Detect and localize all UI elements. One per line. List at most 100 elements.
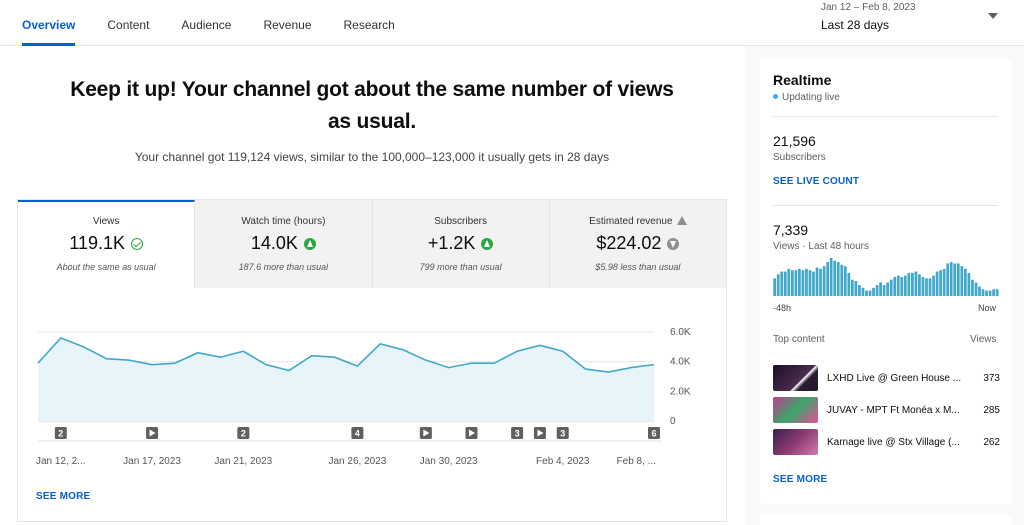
metric-tab-subscribers[interactable]: Subscribers +1.2K 799 more than usual bbox=[372, 200, 550, 288]
realtime-bar[interactable] bbox=[875, 285, 879, 296]
realtime-bar[interactable] bbox=[914, 271, 918, 296]
realtime-bar[interactable] bbox=[932, 275, 935, 296]
realtime-bar[interactable] bbox=[911, 272, 914, 296]
realtime-subscribers-count: 21,596 bbox=[773, 133, 816, 149]
realtime-bar[interactable] bbox=[829, 258, 833, 296]
video-count-marker[interactable] bbox=[54, 427, 67, 439]
realtime-bar[interactable] bbox=[794, 270, 798, 296]
realtime-bar[interactable] bbox=[819, 268, 822, 296]
warning-icon[interactable] bbox=[676, 216, 687, 225]
realtime-bar[interactable] bbox=[812, 271, 815, 296]
realtime-bar[interactable] bbox=[978, 286, 981, 297]
metric-tab-revenue[interactable]: Estimated revenue $224.02 $5.98 less tha… bbox=[549, 200, 726, 288]
realtime-bar[interactable] bbox=[921, 277, 925, 296]
realtime-views-bar-chart[interactable] bbox=[773, 256, 999, 296]
realtime-bar[interactable] bbox=[949, 262, 953, 296]
realtime-bar[interactable] bbox=[787, 268, 791, 296]
realtime-bar[interactable] bbox=[946, 263, 950, 296]
realtime-bar[interactable] bbox=[805, 268, 808, 296]
realtime-bar[interactable] bbox=[942, 268, 946, 296]
realtime-bar[interactable] bbox=[840, 264, 844, 296]
tab-research[interactable]: Research bbox=[343, 18, 395, 32]
see-more-link[interactable]: SEE MORE bbox=[773, 474, 828, 485]
realtime-bar[interactable] bbox=[981, 289, 985, 296]
realtime-bar[interactable] bbox=[843, 266, 847, 296]
realtime-bar[interactable] bbox=[833, 260, 837, 296]
realtime-bar[interactable] bbox=[896, 275, 900, 296]
see-more-link[interactable]: SEE MORE bbox=[36, 491, 91, 502]
realtime-bar[interactable] bbox=[854, 281, 858, 296]
realtime-bar[interactable] bbox=[956, 263, 960, 296]
realtime-bar[interactable] bbox=[808, 270, 812, 296]
realtime-bar[interactable] bbox=[918, 274, 921, 296]
realtime-bar[interactable] bbox=[992, 289, 995, 296]
realtime-bar[interactable] bbox=[889, 279, 893, 296]
realtime-bar[interactable] bbox=[861, 287, 865, 296]
caret-down-icon[interactable] bbox=[988, 13, 998, 19]
tab-overview[interactable]: Overview bbox=[22, 0, 76, 46]
video-count-marker[interactable] bbox=[351, 427, 364, 439]
realtime-bar[interactable] bbox=[900, 277, 904, 296]
realtime-bar[interactable] bbox=[939, 270, 942, 296]
realtime-bar[interactable] bbox=[858, 285, 861, 296]
date-range-selector[interactable]: Jan 12 – Feb 8, 2023 Last 28 days bbox=[821, 0, 916, 32]
tab-revenue[interactable]: Revenue bbox=[263, 18, 312, 32]
next-card bbox=[760, 514, 1012, 525]
realtime-bar[interactable] bbox=[826, 262, 829, 296]
realtime-bar[interactable] bbox=[963, 268, 967, 296]
see-live-count-link[interactable]: SEE LIVE COUNT bbox=[773, 176, 860, 187]
video-count-marker[interactable] bbox=[237, 427, 250, 439]
top-content-item[interactable]: Karnage live @ Stx Village (... 262 bbox=[773, 426, 1000, 458]
video-count-marker[interactable] bbox=[556, 427, 569, 439]
views-series-line[interactable] bbox=[37, 336, 655, 373]
realtime-bar[interactable] bbox=[868, 290, 872, 296]
realtime-bar[interactable] bbox=[872, 287, 875, 296]
realtime-bar[interactable] bbox=[865, 290, 868, 296]
play-icon bbox=[423, 429, 430, 437]
realtime-bar[interactable] bbox=[935, 271, 939, 296]
realtime-bar[interactable] bbox=[847, 272, 851, 296]
realtime-bar[interactable] bbox=[822, 266, 826, 296]
realtime-bar[interactable] bbox=[882, 285, 886, 296]
realtime-bar[interactable] bbox=[960, 266, 964, 296]
realtime-bar[interactable] bbox=[815, 267, 819, 297]
realtime-bar[interactable] bbox=[893, 277, 897, 296]
realtime-bar[interactable] bbox=[850, 279, 854, 296]
realtime-bar[interactable] bbox=[783, 271, 787, 296]
video-count-marker[interactable] bbox=[511, 427, 524, 439]
marker-count-label: 4 bbox=[355, 429, 360, 439]
realtime-bar[interactable] bbox=[790, 270, 794, 296]
views-chart[interactable]: 0 2.0K 4.0K 6.0K 2 2 4 3 3 6 Jan 12, 2... Jan 17, 2… bbox=[18, 288, 726, 522]
realtime-bar[interactable] bbox=[886, 282, 890, 296]
realtime-bar[interactable] bbox=[988, 290, 992, 296]
realtime-bar[interactable] bbox=[879, 282, 882, 296]
metric-tab-views[interactable]: Views 119.1K About the same as usual bbox=[18, 200, 196, 288]
realtime-bar[interactable] bbox=[974, 282, 978, 296]
realtime-bar[interactable] bbox=[925, 278, 928, 296]
tab-content[interactable]: Content bbox=[107, 18, 150, 32]
top-content-item[interactable]: LXHD Live @ Green House ... 373 bbox=[773, 362, 1000, 394]
realtime-bar[interactable] bbox=[801, 270, 805, 296]
video-thumbnail bbox=[773, 429, 818, 455]
top-content-item[interactable]: JUVAY - MPT Ft Monéa x M... 285 bbox=[773, 394, 1000, 426]
realtime-bar[interactable] bbox=[780, 271, 784, 296]
realtime-bar[interactable] bbox=[985, 290, 988, 296]
video-title: JUVAY - MPT Ft Monéa x M... bbox=[827, 404, 960, 416]
realtime-bar[interactable] bbox=[967, 272, 971, 296]
realtime-bar[interactable] bbox=[907, 272, 911, 296]
realtime-bar[interactable] bbox=[836, 262, 840, 296]
realtime-bar[interactable] bbox=[903, 275, 907, 296]
realtime-bar[interactable] bbox=[773, 278, 777, 296]
video-count-marker[interactable] bbox=[648, 427, 660, 439]
tab-audience[interactable]: Audience bbox=[181, 18, 232, 32]
metric-tab-watch-time[interactable]: Watch time (hours) 14.0K 187.6 more than… bbox=[195, 200, 373, 288]
play-icon bbox=[537, 429, 544, 437]
realtime-bar[interactable] bbox=[776, 274, 780, 296]
realtime-bar[interactable] bbox=[798, 268, 801, 296]
realtime-bar[interactable] bbox=[928, 278, 932, 296]
views-chart-panel: 0 2.0K 4.0K 6.0K 2 2 4 3 3 6 Jan 12, 2... Jan 17, 2… bbox=[17, 288, 727, 522]
realtime-bar[interactable] bbox=[971, 279, 974, 296]
realtime-bar[interactable] bbox=[995, 289, 999, 296]
realtime-bar[interactable] bbox=[953, 263, 957, 296]
marker-count-label: 2 bbox=[241, 429, 246, 439]
